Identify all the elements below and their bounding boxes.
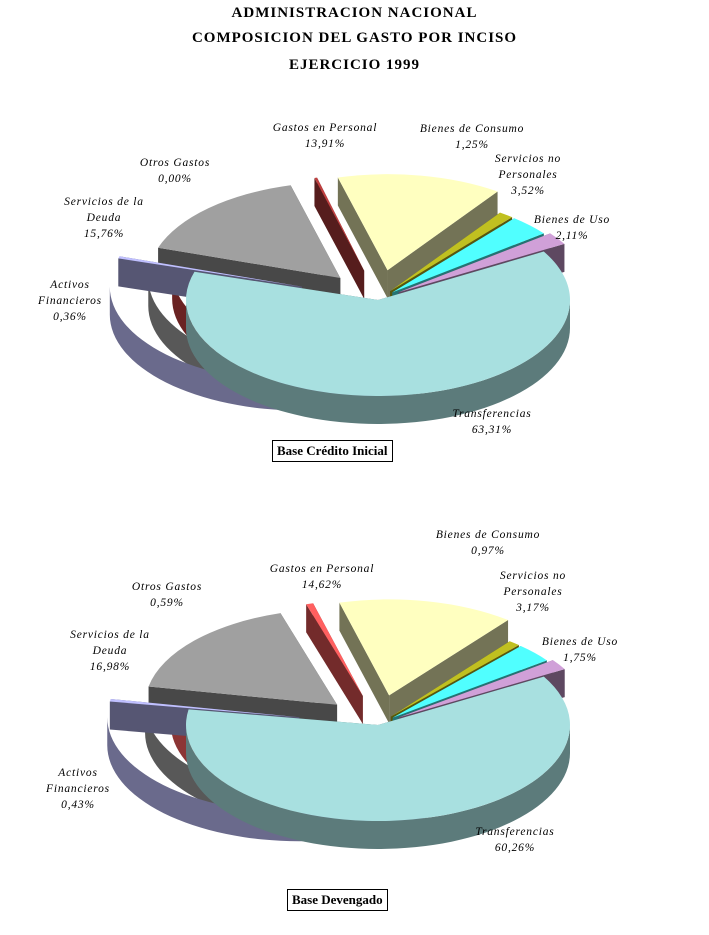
slice-value-label: 1,25% <box>455 139 489 151</box>
slice-label-bienes-de-consumo: Bienes de Consumo 0,97% <box>436 529 540 557</box>
slice-label-bienes-de-uso: Bienes de Uso 2,11% <box>534 214 610 242</box>
slice-name-line: Bienes de Consumo <box>436 529 540 541</box>
slice-label-servicios-de-la-deuda: Servicios de la Deuda 15,76% <box>64 196 144 240</box>
slice-value-label: 14,62% <box>302 579 342 591</box>
slice-value-label: 16,98% <box>90 661 130 673</box>
slice-label-transferencias: Transferencias 63,31% <box>452 408 531 436</box>
slice-name-line: Transferencias <box>452 408 531 420</box>
slice-name-line: Servicios de la <box>70 629 150 641</box>
slice-label-activos-financieros: Activos Financieros 0,43% <box>45 767 110 811</box>
chart-title-box: Base Crédito Inicial <box>272 440 393 462</box>
slice-name-line: Deuda <box>92 645 128 657</box>
slice-label-transferencias: Transferencias 60,26% <box>475 826 554 854</box>
slice-name-line: Personales <box>502 586 562 598</box>
slice-value-label: 2,11% <box>556 230 589 242</box>
slice-value-label: 15,76% <box>84 228 124 240</box>
pie-chart-devengado: Gastos en Personal 14,62% Bienes de Consum… <box>0 520 709 920</box>
slice-name-line: Financieros <box>45 783 110 795</box>
slice-value-label: 0,00% <box>158 173 192 185</box>
slice-label-servicios-no-personales: Servicios no Personales 3,52% <box>495 153 561 197</box>
slice-label-activos-financieros: Activos Financieros 0,36% <box>37 279 102 323</box>
chart-title-box: Base Devengado <box>287 889 388 911</box>
slice-name-line: Bienes de Uso <box>542 636 618 648</box>
slice-value-label: 63,31% <box>472 424 512 436</box>
slice-name-line: Gastos en Personal <box>273 122 377 134</box>
slice-label-otros-gastos: Otros Gastos 0,59% <box>132 581 202 609</box>
slice-value-label: 60,26% <box>495 842 535 854</box>
title-line-2: COMPOSICION DEL GASTO POR INCISO <box>191 30 518 46</box>
slice-name-line: Servicios de la <box>64 196 144 208</box>
pie-chart-credito-inicial: Gastos en Personal 13,91% Bienes de Consum… <box>0 100 709 480</box>
pie-chart-svg: Gastos en Personal 14,62% Bienes de Consum… <box>45 529 618 854</box>
slice-name-line: Bienes de Consumo <box>420 123 524 135</box>
slice-value-label: 3,17% <box>515 602 550 614</box>
slice-name-line: Deuda <box>86 212 122 224</box>
slice-value-label: 0,43% <box>61 799 95 811</box>
slice-name-line: Activos <box>57 767 97 779</box>
slice-name-line: Financieros <box>37 295 102 307</box>
slice-label-gastos-en-personal: Gastos en Personal 14,62% <box>270 563 374 591</box>
slice-name-line: Servicios no <box>495 153 561 165</box>
slice-label-gastos-en-personal: Gastos en Personal 13,91% <box>273 122 377 150</box>
slice-value-label: 1,75% <box>563 652 597 664</box>
slice-value-label: 3,52% <box>510 185 545 197</box>
title-line-3: EJERCICIO 1999 <box>288 57 421 73</box>
slice-label-servicios-de-la-deuda: Servicios de la Deuda 16,98% <box>70 629 150 673</box>
slice-name-line: Activos <box>49 279 89 291</box>
pie-chart-svg: Gastos en Personal 13,91% Bienes de Consum… <box>37 122 610 436</box>
slice-label-bienes-de-uso: Bienes de Uso 1,75% <box>542 636 618 664</box>
slice-name-line: Personales <box>497 169 557 181</box>
slice-name-line: Otros Gastos <box>132 581 202 593</box>
slice-label-bienes-de-consumo: Bienes de Consumo 1,25% <box>420 123 524 151</box>
pie-slice-gastos-en-personal <box>339 599 509 724</box>
slice-value-label: 0,97% <box>471 545 505 557</box>
slice-value-label: 0,36% <box>53 311 87 323</box>
slice-label-otros-gastos: Otros Gastos 0,00% <box>140 157 210 185</box>
slice-name-line: Transferencias <box>475 826 554 838</box>
slice-value-label: 13,91% <box>305 138 345 150</box>
pie-slice-gastos-en-personal <box>337 174 498 299</box>
slice-value-label: 0,59% <box>150 597 184 609</box>
pie-slice-transferencias <box>186 676 570 849</box>
slice-name-line: Gastos en Personal <box>270 563 374 575</box>
slice-name-line: Otros Gastos <box>140 157 210 169</box>
slice-label-servicios-no-personales: Servicios no Personales 3,17% <box>500 570 566 614</box>
title-line-1: ADMINISTRACION NACIONAL <box>231 5 478 21</box>
pie-slice-transferencias <box>185 251 570 424</box>
slice-name-line: Bienes de Uso <box>534 214 610 226</box>
slice-name-line: Servicios no <box>500 570 566 582</box>
